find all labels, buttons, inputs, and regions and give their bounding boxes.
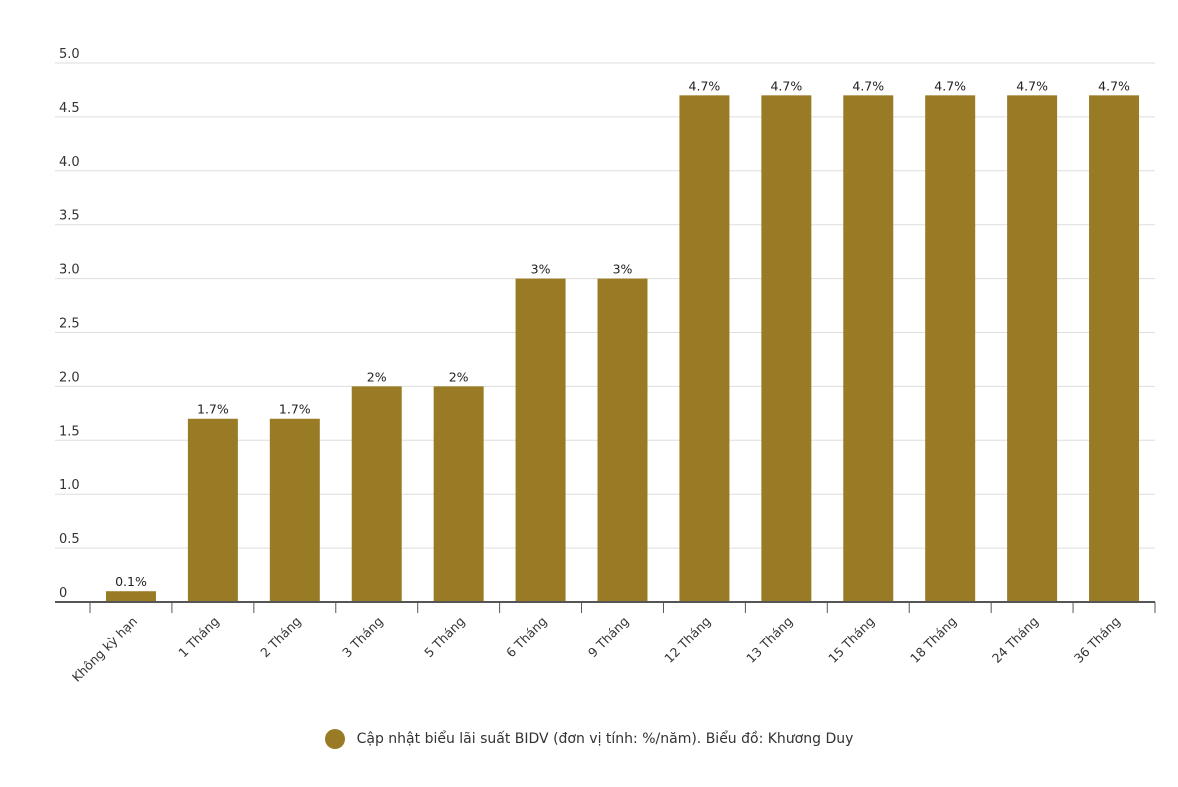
x-category-label: 13 Tháng [743,614,795,666]
x-category-label: 12 Tháng [661,614,713,666]
data-labels: 0.1% 1.7% 1.7% 2% 2% 3% 3% 4.7% 4.7% 4.7% 4.7% 4.7%… [115,78,1130,589]
bar-value-label: 3% [531,262,551,277]
x-category-label: 15 Tháng [825,614,877,666]
y-tick-label: 2.0 [59,370,80,385]
y-tick-label: 1.5 [59,424,80,439]
bar [515,278,566,602]
bar [187,418,238,602]
bar-value-label: 4.7% [852,78,884,93]
bars [105,95,1140,602]
x-category-label: Không kỳ hạn [69,614,140,685]
x-category-label: 5 Tháng [421,614,468,661]
x-category-label: 36 Tháng [1071,614,1123,666]
bar-value-label: 3% [613,262,633,277]
y-tick-label: 0 [59,586,67,601]
bar [761,95,812,602]
y-tick-label: 3.0 [59,263,80,278]
y-tick-label: 4.0 [59,155,80,170]
legend-label: Cập nhật biểu lãi suất BIDV (đơn vị tính… [356,731,854,747]
bar [105,591,156,602]
x-category-label: 18 Tháng [907,614,959,666]
bar-value-label: 4.7% [770,78,802,93]
bar-value-label: 1.7% [279,402,311,417]
bar [925,95,976,602]
bar [679,95,730,602]
bar-value-label: 4.7% [1098,78,1130,93]
bar-value-label: 4.7% [1016,78,1048,93]
bar [843,95,894,602]
y-tick-label: 0.5 [59,532,80,547]
x-category-label: 3 Tháng [339,614,386,661]
bar-value-label: 4.7% [934,78,966,93]
bar [1007,95,1058,602]
bar-value-label: 2% [449,369,469,384]
x-category-label: 6 Tháng [503,614,550,661]
x-axis [55,601,1156,613]
y-tick-label: 1.0 [59,478,80,493]
x-category-label: 1 Tháng [175,614,222,661]
bar [597,278,648,602]
bar [269,418,320,602]
x-category-label: 9 Tháng [585,614,632,661]
y-tick-label: 3.5 [59,209,80,224]
legend: Cập nhật biểu lãi suất BIDV (đơn vị tính… [0,729,1178,749]
bar-value-label: 2% [367,369,387,384]
bar-value-label: 4.7% [689,78,721,93]
bar-value-label: 1.7% [197,402,229,417]
bar-value-label: 0.1% [115,574,147,589]
x-axis-categories: Không kỳ hạn 1 Tháng 2 Tháng 3 Tháng 5 Tháng… [69,614,1123,685]
x-category-label: 2 Tháng [257,614,304,661]
y-tick-label: 4.5 [59,101,80,116]
legend-swatch [324,729,345,749]
bar [1089,95,1140,602]
bar [351,386,402,602]
bar [433,386,484,602]
y-tick-label: 2.5 [59,317,80,332]
y-tick-label: 5.0 [59,47,80,62]
y-axis-ticks: 0 0.5 1.0 1.5 2.0 2.5 3.0 3.5 4.0 4.5 5.0 [59,47,80,601]
x-category-label: 24 Tháng [989,614,1041,666]
